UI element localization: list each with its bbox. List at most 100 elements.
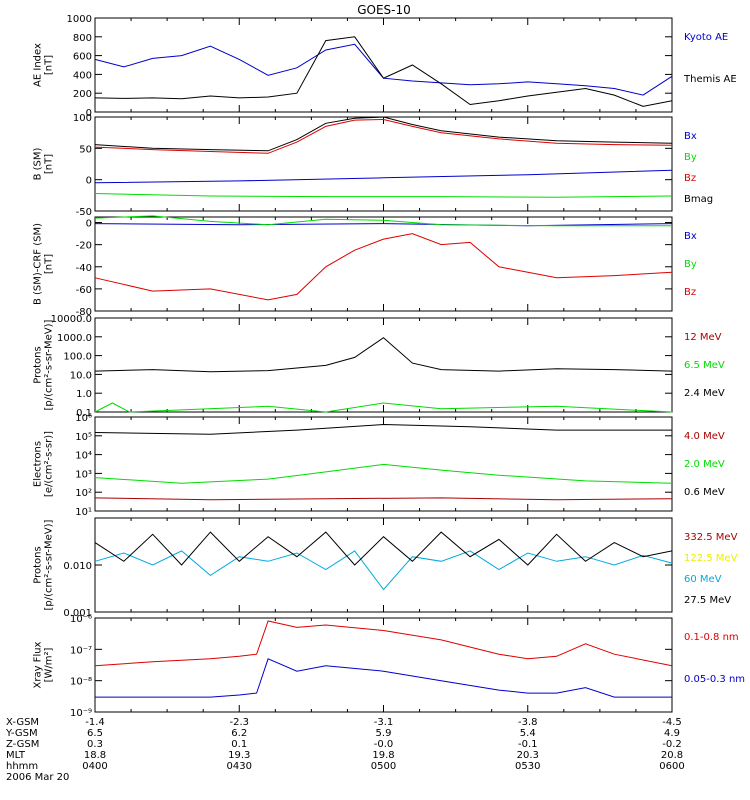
legend-entry: Bx bbox=[684, 131, 697, 142]
y-tick-label: 10⁻⁸ bbox=[70, 677, 92, 688]
footer-value: 20.8 bbox=[661, 750, 683, 761]
legend-entry: Bx bbox=[684, 231, 697, 242]
y-tick-label: 100.0 bbox=[63, 352, 92, 363]
y-axis-label: Electrons[e/(cm²-s-sr)] bbox=[33, 431, 55, 497]
panel-1: 0 200 400 600 800 1000 AE Index[nT] Kyoto AE The… bbox=[33, 14, 737, 119]
panel-frame bbox=[94, 17, 673, 113]
legend-entry: 0.05-0.3 nm bbox=[684, 674, 745, 685]
series-line bbox=[94, 43, 673, 96]
panel-7: 10⁻⁹ 10⁻⁸ 10⁻⁷ 10⁻⁶ Xray Flux[W/m²] 0.1-0.8 n… bbox=[33, 614, 746, 719]
y-tick-label: 400 bbox=[73, 70, 92, 81]
y-axis-label-line: [p/(cm²-s-sr-MeV)] bbox=[44, 519, 55, 610]
y-axis-label: AE Index[nT] bbox=[33, 43, 55, 87]
series-line bbox=[94, 215, 672, 227]
footer-value: 0430 bbox=[227, 761, 252, 772]
panel-6: 0.001 0.010 Protons[p/(cm²-s-sr-MeV)] 332.5… bbox=[33, 517, 738, 619]
legend-entry: 6.5 MeV bbox=[684, 360, 725, 371]
y-axis-label-line: B (SM) bbox=[33, 147, 44, 180]
footer-value: 6.2 bbox=[231, 728, 247, 739]
y-tick-label: 10⁶ bbox=[75, 413, 92, 424]
y-axis-label-line: AE Index bbox=[33, 43, 44, 87]
y-tick-label: 100 bbox=[73, 113, 92, 124]
y-axis-label-line: Protons bbox=[33, 346, 44, 383]
y-axis-label-line: [nT] bbox=[44, 55, 55, 75]
y-tick-label: 10⁻⁹ bbox=[70, 708, 92, 719]
series-line bbox=[94, 402, 673, 413]
legend-entry: Bz bbox=[684, 173, 696, 184]
y-tick-label: 200 bbox=[73, 89, 92, 100]
series-line bbox=[94, 497, 673, 501]
legend-entry: 2.0 MeV bbox=[684, 459, 725, 470]
y-axis-label-line: Electrons bbox=[33, 441, 44, 487]
legend-entry: 27.5 MeV bbox=[684, 595, 731, 606]
y-tick-label: 1000 bbox=[67, 14, 92, 25]
series-line bbox=[94, 36, 673, 107]
footer-row-label: 2006 Mar 20 bbox=[6, 772, 69, 783]
y-axis-label-line: [e/(cm²-s-sr)] bbox=[44, 431, 55, 497]
legend-entry: 332.5 MeV bbox=[684, 532, 738, 543]
legend-entry: 0.1-0.8 nm bbox=[684, 632, 739, 643]
footer-value: 0400 bbox=[82, 761, 107, 772]
y-axis-label-line: B (SM)-CRF (SM) bbox=[33, 223, 44, 305]
legend-entry: Themis AE bbox=[683, 74, 737, 85]
y-axis-label-line: Xray Flux bbox=[33, 641, 44, 688]
chart-title: GOES-10 bbox=[357, 3, 411, 17]
panel-4: 0.11.010.0100.01000.010000.0Protons[p/(c… bbox=[33, 314, 725, 419]
y-tick-label: 0 bbox=[86, 108, 92, 119]
y-tick-label: 10⁻⁶ bbox=[70, 614, 92, 625]
y-tick-label: 10⁴ bbox=[75, 451, 92, 462]
legend-entry: 60 MeV bbox=[684, 574, 722, 585]
y-axis-label: B (SM)[nT] bbox=[33, 147, 55, 180]
y-tick-label: 0 bbox=[86, 176, 92, 187]
y-axis-label-line: [p/(cm²-s-sr-MeV)] bbox=[44, 319, 55, 410]
footer-value: 5.9 bbox=[376, 728, 392, 739]
y-axis-label: Protons[p/(cm²-s-sr-MeV)] bbox=[33, 519, 55, 610]
panel-frame bbox=[94, 617, 673, 713]
y-tick-label: 10² bbox=[75, 488, 92, 499]
y-tick-label: 0 bbox=[86, 219, 92, 230]
y-tick-label: 0.001 bbox=[63, 608, 92, 619]
legend-entry: 2.4 MeV bbox=[684, 388, 725, 399]
legend-entry: 122.5 MeV bbox=[684, 553, 738, 564]
y-axis-label-line: [nT] bbox=[44, 254, 55, 274]
y-tick-label: -20 bbox=[76, 241, 92, 252]
y-tick-label: 600 bbox=[73, 52, 92, 63]
footer-value: -2.3 bbox=[229, 717, 249, 728]
footer-row-label: MLT bbox=[6, 750, 26, 761]
series-line bbox=[94, 223, 673, 227]
y-axis-label-line: Protons bbox=[33, 546, 44, 583]
footer-value: 4.9 bbox=[664, 728, 680, 739]
y-tick-label: 800 bbox=[73, 33, 92, 44]
footer-value: 0600 bbox=[659, 761, 684, 772]
footer-value: 5.4 bbox=[520, 728, 536, 739]
y-tick-label: 0.010 bbox=[63, 561, 92, 572]
footer-value: -0.1 bbox=[518, 739, 538, 750]
series-line bbox=[94, 620, 673, 667]
y-axis-label-line: [nT] bbox=[44, 154, 55, 174]
legend-entry: 4.0 MeV bbox=[684, 431, 725, 442]
footer-value: 19.3 bbox=[228, 750, 250, 761]
footer-value: -0.2 bbox=[662, 739, 682, 750]
legend-entry: 12 MeV bbox=[684, 332, 722, 343]
footer-row-label: Y-GSM bbox=[5, 728, 38, 739]
footer-row-label: hhmm bbox=[6, 761, 38, 772]
y-tick-label: 10.0 bbox=[70, 370, 92, 381]
y-tick-label: 10⁻⁷ bbox=[70, 645, 92, 656]
legend-entry: Kyoto AE bbox=[684, 32, 728, 43]
series-line bbox=[94, 423, 672, 435]
series-line bbox=[94, 116, 673, 152]
y-axis-label-line: [W/m²] bbox=[44, 647, 55, 682]
y-tick-label: 1000.0 bbox=[57, 333, 92, 344]
series-line bbox=[94, 337, 673, 373]
y-tick-label: -60 bbox=[76, 285, 92, 296]
series-line bbox=[94, 463, 673, 484]
legend-entry: By bbox=[684, 152, 697, 163]
series-line bbox=[94, 169, 673, 184]
legend-entry: Bmag bbox=[684, 194, 713, 205]
panel-5: 10¹ 10² 10³ 10⁴ 10⁵ 10⁶ Electrons[e/(cm²-s-sr)… bbox=[33, 413, 725, 518]
legend-entry: 0.6 MeV bbox=[684, 487, 725, 498]
series-line bbox=[94, 118, 673, 154]
footer-value: -1.4 bbox=[85, 717, 105, 728]
